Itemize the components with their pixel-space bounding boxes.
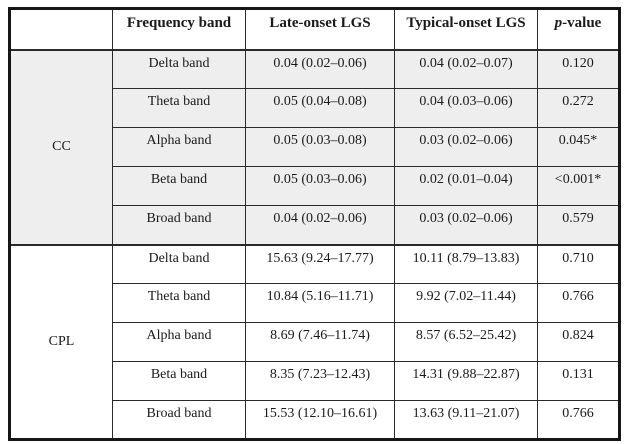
- cell-p-value: 0.120: [537, 49, 620, 89]
- results-table: Frequency band Late-onset LGS Typical-on…: [8, 7, 621, 441]
- cell-band: Delta band: [112, 243, 246, 284]
- table-row: CC Delta band 0.04 (0.02–0.06) 0.04 (0.0…: [9, 49, 620, 245]
- cell-band: Theta band: [112, 88, 246, 128]
- cell-band: Theta band: [112, 283, 246, 323]
- table-row: Theta band 10.84 (5.16–11.71) 9.92 (7.02…: [10, 283, 620, 323]
- cell-band: Broad band: [112, 400, 246, 440]
- cell-p-value: 0.272: [537, 88, 620, 128]
- cell-late: 15.63 (9.24–17.77): [245, 243, 395, 284]
- cell-typical: 0.03 (0.02–0.06): [394, 127, 538, 167]
- results-table-container: Frequency band Late-onset LGS Typical-on…: [8, 7, 621, 441]
- table-row: Broad band 0.04 (0.02–0.06) 0.03 (0.02–0…: [10, 205, 620, 245]
- cell-typical: 0.04 (0.02–0.07): [394, 49, 538, 89]
- cell-p-value: <0.001*: [537, 166, 620, 206]
- corner-cell: [9, 8, 113, 51]
- col-header-typical-onset: Typical-onset LGS: [394, 8, 538, 51]
- row-group-label-cc: CC: [9, 49, 113, 245]
- cell-typical: 13.63 (9.11–21.07): [394, 400, 538, 440]
- cell-late: 0.05 (0.04–0.08): [245, 88, 395, 128]
- table-row: Alpha band 8.69 (7.46–11.74) 8.57 (6.52–…: [10, 322, 620, 362]
- cell-typical: 9.92 (7.02–11.44): [394, 283, 538, 323]
- p-italic-label: p: [554, 15, 563, 31]
- cell-p-value: 0.131: [537, 361, 620, 401]
- table-row: Broad band 15.53 (12.10–16.61) 13.63 (9.…: [10, 400, 620, 440]
- col-header-p-value: p-value: [537, 8, 620, 51]
- cell-late: 8.35 (7.23–12.43): [245, 361, 395, 401]
- cell-typical: 8.57 (6.52–25.42): [394, 322, 538, 362]
- cell-band: Delta band: [112, 49, 246, 89]
- cell-late: 15.53 (12.10–16.61): [245, 400, 395, 440]
- cell-typical: 0.03 (0.02–0.06): [394, 205, 538, 245]
- cell-band: Beta band: [112, 166, 246, 206]
- cell-late: 0.05 (0.03–0.06): [245, 166, 395, 206]
- cell-typical: 0.02 (0.01–0.04): [394, 166, 538, 206]
- table-row: Beta band 8.35 (7.23–12.43) 14.31 (9.88–…: [10, 361, 620, 401]
- col-header-late-onset: Late-onset LGS: [245, 8, 395, 51]
- cell-p-value: 0.766: [537, 283, 620, 323]
- cell-band: Alpha band: [112, 127, 246, 167]
- cell-band: Broad band: [112, 205, 246, 245]
- col-header-frequency-band: Frequency band: [112, 8, 246, 51]
- cell-late: 0.04 (0.02–0.06): [245, 205, 395, 245]
- cell-typical: 14.31 (9.88–22.87): [394, 361, 538, 401]
- cell-p-value: 0.710: [537, 243, 620, 284]
- row-group-label-cpl: CPL: [9, 243, 113, 440]
- cell-band: Beta band: [112, 361, 246, 401]
- cell-typical: 0.04 (0.03–0.06): [394, 88, 538, 128]
- table-row: Theta band 0.05 (0.04–0.08) 0.04 (0.03–0…: [10, 88, 620, 128]
- cell-p-value: 0.045*: [537, 127, 620, 167]
- p-rest-label: -value: [562, 15, 602, 31]
- cell-late: 8.69 (7.46–11.74): [245, 322, 395, 362]
- header-row: Frequency band Late-onset LGS Typical-on…: [9, 8, 620, 51]
- cell-p-value: 0.824: [537, 322, 620, 362]
- cell-late: 10.84 (5.16–11.71): [245, 283, 395, 323]
- cell-typical: 10.11 (8.79–13.83): [394, 243, 538, 284]
- cell-late: 0.04 (0.02–0.06): [245, 49, 395, 89]
- cell-p-value: 0.579: [537, 205, 620, 245]
- cell-band: Alpha band: [112, 322, 246, 362]
- cell-p-value: 0.766: [537, 400, 620, 440]
- table-row: CPL Delta band 15.63 (9.24–17.77) 10.11 …: [9, 243, 620, 440]
- table-row: Alpha band 0.05 (0.03–0.08) 0.03 (0.02–0…: [10, 127, 620, 167]
- cell-late: 0.05 (0.03–0.08): [245, 127, 395, 167]
